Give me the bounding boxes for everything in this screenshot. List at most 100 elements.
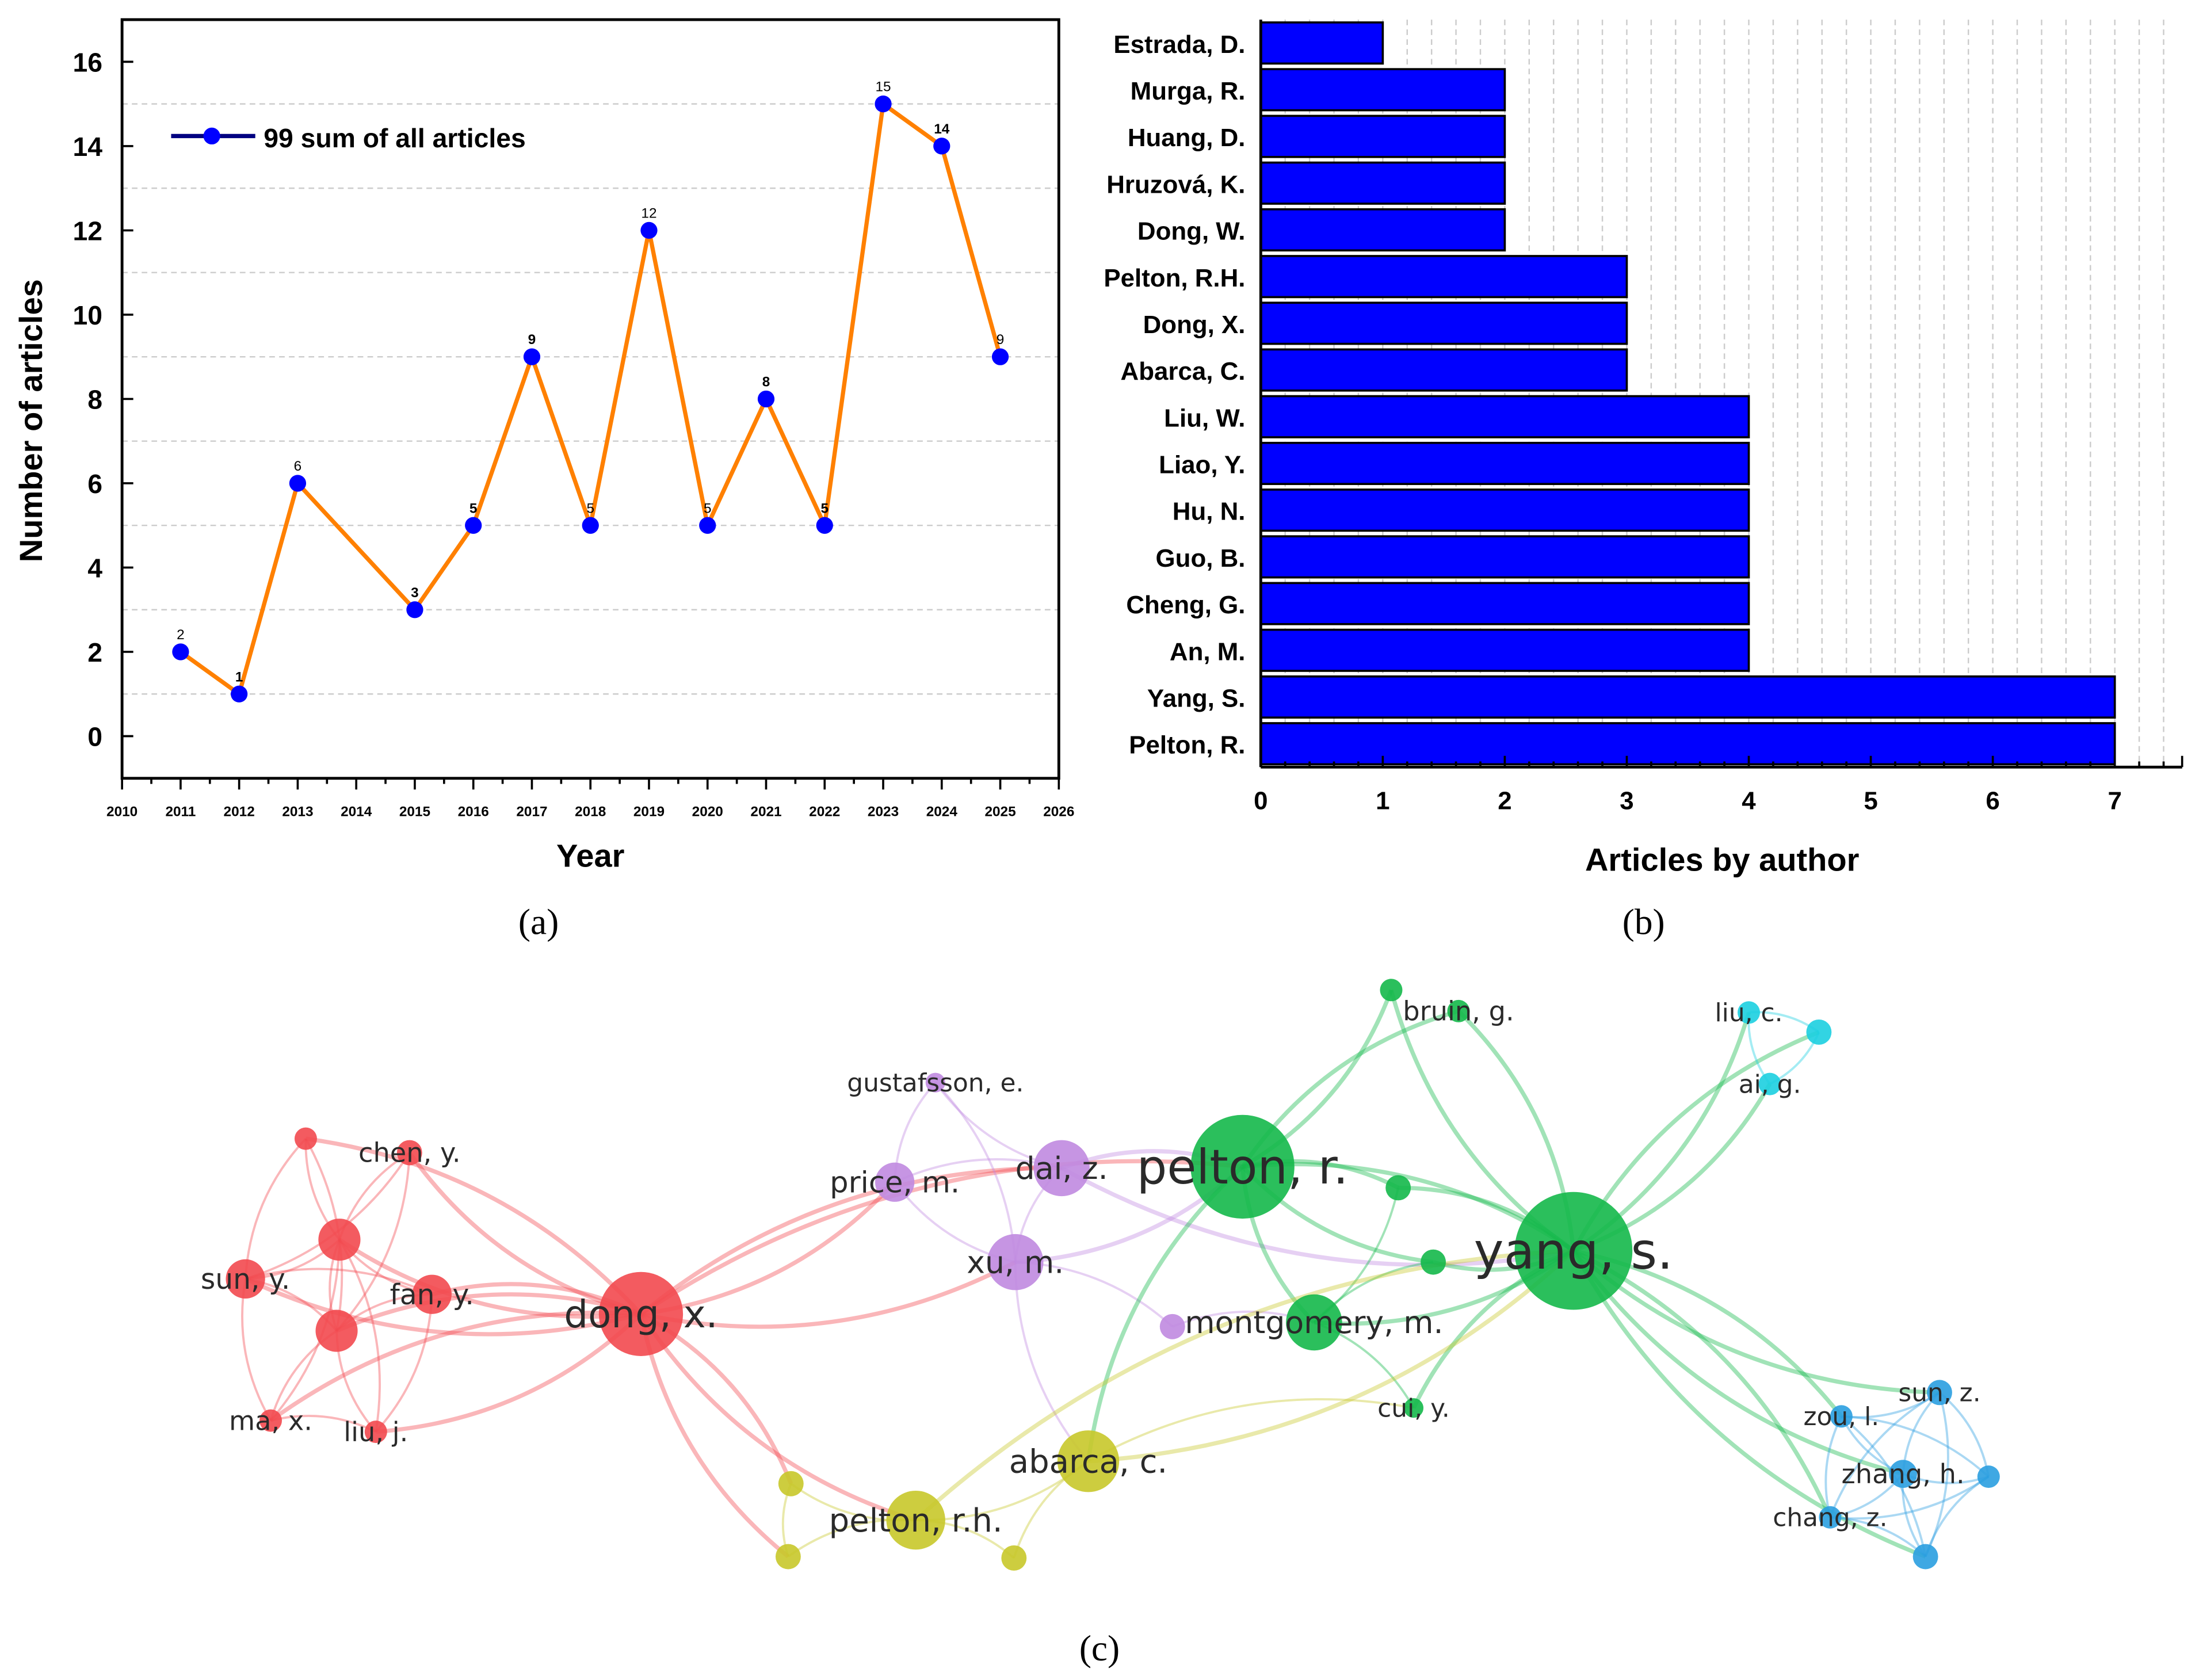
legend-marker	[203, 127, 220, 145]
network-node-label: bruin, g.	[1403, 996, 1514, 1027]
bar	[1259, 21, 1384, 65]
network-edge	[245, 1267, 433, 1296]
bar	[1259, 114, 1506, 158]
network-node-label: montgomery, m.	[1185, 1304, 1443, 1341]
data-point	[816, 517, 833, 534]
x-tick-label: 5	[1864, 786, 1877, 815]
category-label: Abarca, C.	[1121, 357, 1246, 385]
data-label: 3	[411, 585, 419, 601]
bar	[1259, 301, 1628, 345]
network-edge	[1087, 1398, 1414, 1463]
data-point	[523, 348, 541, 365]
network-edge	[639, 1159, 1243, 1316]
category-label: Hruzová, K.	[1106, 170, 1245, 198]
data-label: 8	[762, 375, 770, 390]
category-label: Dong, X.	[1143, 311, 1246, 339]
x-tick-label: 1	[1376, 786, 1389, 815]
y-tick-label: 14	[73, 132, 103, 162]
x-tick-label: 7	[2108, 786, 2121, 815]
network-edge	[1841, 1415, 1990, 1478]
network-node	[1159, 1314, 1185, 1339]
data-label: 1	[235, 669, 243, 685]
network-node	[987, 1234, 1044, 1290]
y-tick-label: 8	[87, 385, 102, 415]
caption-c: (c)	[1079, 1628, 1120, 1668]
bar	[1259, 161, 1506, 205]
category-label: Murga, R.	[1131, 77, 1246, 105]
network-node	[1033, 1140, 1090, 1197]
network-node-label: sun, z.	[1898, 1379, 1980, 1408]
network-node	[886, 1490, 945, 1550]
x-tick-label: 0	[1254, 786, 1268, 815]
bar	[1259, 395, 1750, 438]
x-tick-label: 2014	[341, 804, 372, 820]
data-label: 5	[820, 501, 829, 516]
category-label: Huang, D.	[1128, 124, 1246, 152]
network-node	[294, 1127, 317, 1150]
bar	[1259, 68, 1506, 112]
category-label: Dong, W.	[1137, 217, 1246, 246]
network-node	[1819, 1506, 1842, 1529]
network-node	[412, 1274, 452, 1314]
x-tick-label: 2020	[692, 804, 723, 820]
x-tick-label: 2026	[1043, 804, 1074, 820]
bar	[1259, 628, 1750, 672]
x-tick-label: 2024	[926, 804, 958, 820]
network-node	[1758, 1072, 1781, 1095]
data-point	[289, 475, 307, 492]
x-tick-label: 2	[1498, 786, 1511, 815]
network-edge	[1924, 1392, 1949, 1557]
y-tick-label: 2	[87, 637, 102, 667]
network-edge	[914, 1248, 1574, 1522]
data-point	[172, 643, 189, 660]
x-tick-label: 2025	[984, 804, 1015, 820]
network-edge	[1924, 1475, 1990, 1557]
bar	[1259, 255, 1628, 299]
category-label: Liu, W.	[1164, 404, 1245, 432]
data-point	[991, 348, 1009, 365]
network-edge	[639, 1166, 1062, 1316]
network-node	[1403, 1398, 1424, 1418]
network-node-label: liu, j.	[343, 1416, 408, 1448]
network-node-label: chang, z.	[1773, 1503, 1887, 1533]
data-label: 6	[294, 459, 302, 474]
data-label: 14	[934, 121, 950, 137]
caption-a: (a)	[518, 902, 559, 942]
network-node-label: pelton, r.h.	[829, 1502, 1003, 1540]
y-tick-label: 16	[73, 47, 103, 77]
network-node-label: abarca, c.	[1009, 1443, 1168, 1480]
network-edge	[335, 1152, 411, 1332]
category-label: Pelton, R.H.	[1104, 264, 1245, 292]
network-node	[925, 1072, 945, 1093]
y-tick-label: 6	[87, 469, 102, 499]
x-tick-label: 2022	[809, 804, 840, 820]
bar	[1259, 208, 1506, 252]
data-label: 2	[177, 627, 185, 643]
x-tick-label: 3	[1620, 786, 1633, 815]
network-node	[1927, 1380, 1952, 1406]
x-tick-label: 2011	[165, 804, 196, 820]
category-label: An, M.	[1170, 637, 1246, 666]
bar	[1259, 488, 1750, 532]
bar	[1259, 582, 1750, 625]
network-edge	[269, 1310, 642, 1423]
plot-frame	[120, 18, 1060, 780]
network-node	[396, 1140, 422, 1166]
data-label: 9	[997, 332, 1005, 348]
data-point	[231, 685, 248, 702]
y-tick-label: 12	[73, 216, 103, 246]
caption-b: (b)	[1622, 902, 1665, 942]
y-axis-label: Number of articles	[13, 279, 49, 562]
network-node	[1385, 1175, 1411, 1201]
network-node	[1380, 979, 1403, 1002]
data-point	[699, 517, 716, 534]
network-node-label: yang, s.	[1474, 1222, 1673, 1281]
network-edge	[245, 1277, 642, 1337]
data-label: 9	[528, 332, 536, 348]
category-label: Yang, S.	[1147, 685, 1246, 713]
network-node	[1806, 1019, 1832, 1045]
network-node	[1286, 1294, 1342, 1351]
network-edge	[1829, 1391, 1940, 1518]
network-node-label: liu, c.	[1715, 998, 1782, 1028]
